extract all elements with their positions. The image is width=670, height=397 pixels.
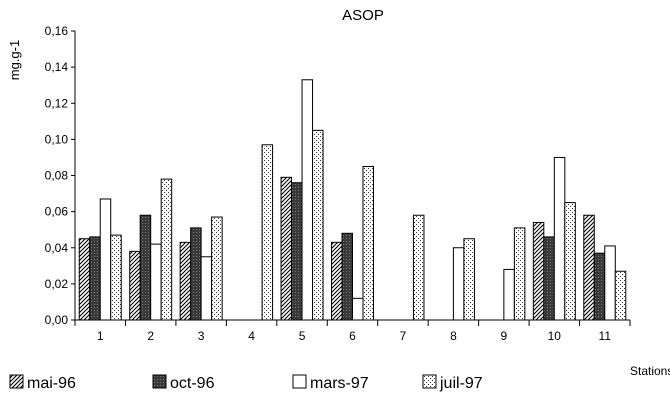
legend-label: juil-97 — [439, 375, 483, 392]
legend-label: mars-97 — [310, 375, 369, 392]
y-tick-label: 0,02 — [45, 277, 69, 291]
y-tick-label: 0,00 — [45, 313, 69, 327]
x-tick-label: 8 — [450, 329, 457, 343]
bar-oct-96-station-3 — [190, 227, 202, 321]
legend: mai-96 oct-96 mars-97 juil-97 — [9, 374, 483, 392]
bar-mars-97-station-1 — [99, 198, 112, 321]
x-tick-label: 3 — [198, 329, 205, 343]
bar-oct-96-station-2 — [139, 214, 152, 321]
x-axis-label: Stations — [630, 364, 670, 378]
bar-mai-96-station-2 — [129, 250, 141, 321]
bar-juil-97-station-11 — [614, 270, 627, 321]
legend-item-juil-97: juil-97 — [422, 374, 483, 392]
bar-oct-96-station-10 — [543, 236, 555, 321]
bar-juil-97-station-1 — [110, 234, 122, 321]
bar-mars-97-station-6 — [352, 297, 364, 321]
y-tick-label: 0,06 — [45, 205, 69, 219]
bar-juil-97-station-9 — [513, 227, 526, 321]
y-tick-label: 0,10 — [45, 132, 69, 146]
y-tick-label: 0,08 — [45, 169, 69, 183]
x-tick-label: 2 — [147, 329, 154, 343]
bar-mars-97-station-8 — [452, 247, 465, 321]
y-tick-label: 0,12 — [45, 96, 69, 110]
bar-juil-97-station-3 — [211, 216, 223, 321]
legend-item-oct-96: oct-96 — [152, 374, 215, 392]
y-tick-label: 0,14 — [45, 60, 69, 74]
bar-juil-97-station-10 — [564, 202, 576, 321]
x-tick-label: 10 — [548, 329, 562, 343]
bar-mai-96-station-5 — [280, 176, 293, 321]
bar-mai-96-station-3 — [179, 241, 192, 321]
bar-juil-97-station-4 — [261, 144, 274, 321]
bar-mars-97-station-9 — [503, 268, 515, 321]
x-tick-label: 9 — [501, 329, 508, 343]
legend-swatch — [152, 374, 167, 389]
bar-mai-96-station-11 — [583, 214, 595, 321]
x-axis: 1 2 3 4 5 6 7 8 9 10 11 — [74, 319, 631, 343]
x-tick-label: 5 — [299, 329, 306, 343]
legend-label: oct-96 — [170, 375, 215, 392]
bar-juil-97-station-7 — [412, 214, 425, 321]
bar-mars-97-station-2 — [150, 243, 162, 321]
x-tick-label: 1 — [97, 329, 104, 343]
chart-title: ASOP — [342, 7, 384, 24]
bars — [78, 79, 627, 321]
bar-oct-96-station-11 — [593, 252, 606, 321]
bar-mars-97-station-10 — [553, 156, 566, 321]
bar-mars-97-station-11 — [604, 245, 616, 321]
legend-item-mai-96: mai-96 — [9, 374, 76, 392]
bar-mars-97-station-5 — [301, 79, 314, 321]
x-tick-label: 6 — [349, 329, 356, 343]
bar-mai-96-station-10 — [532, 221, 545, 321]
bar-juil-97-station-8 — [463, 238, 475, 321]
x-tick-label: 4 — [248, 329, 255, 343]
y-tick-label: 0,16 — [45, 24, 69, 38]
bar-mars-97-station-3 — [200, 256, 213, 321]
bar-juil-97-station-6 — [362, 165, 374, 321]
x-tick-label: 11 — [599, 329, 612, 343]
legend-swatch — [292, 374, 307, 389]
y-axis: 0,00 0,02 0,04 0,06 0,08 0,10 0,12 0,14 0,16 — [45, 24, 76, 327]
y-tick-label: 0,04 — [45, 241, 69, 255]
bar-oct-96-station-5 — [291, 182, 303, 321]
legend-label: mai-96 — [27, 375, 76, 392]
x-tick-label: 7 — [400, 329, 407, 343]
bar-oct-96-station-1 — [89, 236, 101, 321]
bar-oct-96-station-6 — [341, 232, 353, 321]
y-axis-label: mg.g-1 — [7, 40, 22, 80]
bar-juil-97-station-2 — [160, 178, 173, 321]
bar-mai-96-station-6 — [331, 241, 343, 321]
bar-juil-97-station-5 — [312, 129, 324, 321]
legend-swatch — [422, 374, 437, 389]
bar-mai-96-station-1 — [78, 238, 91, 321]
legend-item-mars-97: mars-97 — [292, 374, 369, 392]
legend-swatch — [9, 374, 24, 389]
